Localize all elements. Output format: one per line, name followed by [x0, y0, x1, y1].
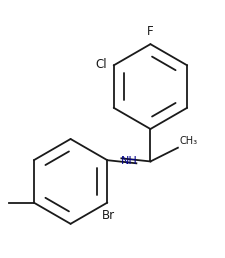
Text: Cl: Cl: [95, 58, 107, 71]
Text: NH: NH: [120, 156, 137, 166]
Text: Br: Br: [101, 209, 115, 222]
Text: CH₃: CH₃: [178, 136, 196, 147]
Text: F: F: [146, 25, 153, 38]
